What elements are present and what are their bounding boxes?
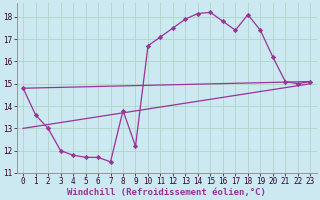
X-axis label: Windchill (Refroidissement éolien,°C): Windchill (Refroidissement éolien,°C) (67, 188, 266, 197)
